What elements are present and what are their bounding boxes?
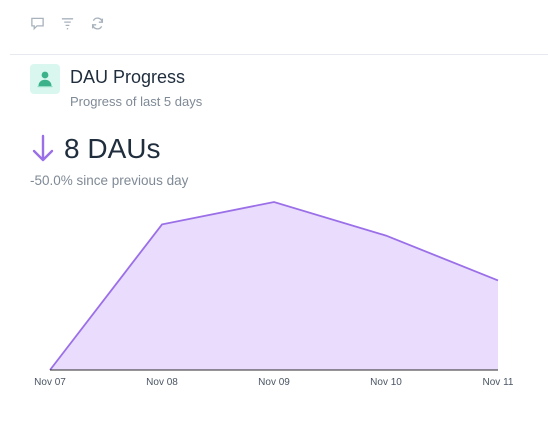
arrow-down-icon (32, 134, 54, 162)
filter-button[interactable] (59, 15, 75, 31)
card-title: DAU Progress (70, 67, 186, 87)
refresh-button[interactable] (89, 15, 105, 31)
card-toolbar (29, 15, 105, 31)
filter-icon (61, 17, 73, 29)
comment-button[interactable] (29, 15, 45, 31)
metric-value: 8 DAUs (64, 133, 161, 164)
x-tick-label: Nov 08 (146, 377, 178, 388)
card-subtitle: Progress of last 5 days (70, 94, 203, 109)
x-tick-label: Nov 07 (34, 377, 66, 388)
dau-series-line (49, 201, 499, 371)
refresh-icon (91, 16, 103, 30)
x-tick-label: Nov 09 (258, 377, 290, 388)
x-tick-label: Nov 11 (483, 377, 514, 388)
dau-area (50, 202, 498, 370)
header-divider (10, 54, 548, 55)
user-icon (30, 64, 60, 94)
comment-icon (30, 17, 44, 30)
metric-delta: -50.0% since previous day (30, 173, 189, 188)
x-tick-label: Nov 10 (370, 377, 402, 388)
